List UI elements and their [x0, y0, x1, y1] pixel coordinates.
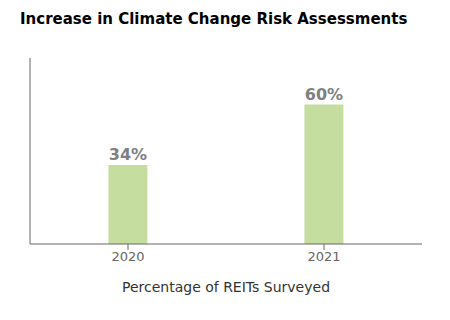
html-text:Increase in Climate Change Ris: Increase in Climate Change Risk Assessme… — [20, 10, 408, 28]
svg-text:2020: 2020 — [111, 249, 144, 264]
svg-text:60%: 60% — [305, 85, 343, 104]
svg-text:2021: 2021 — [307, 249, 340, 264]
svg-text:Percentage of REITs Surveyed: Percentage of REITs Surveyed — [122, 279, 330, 295]
svg-text:34%: 34% — [109, 145, 147, 164]
